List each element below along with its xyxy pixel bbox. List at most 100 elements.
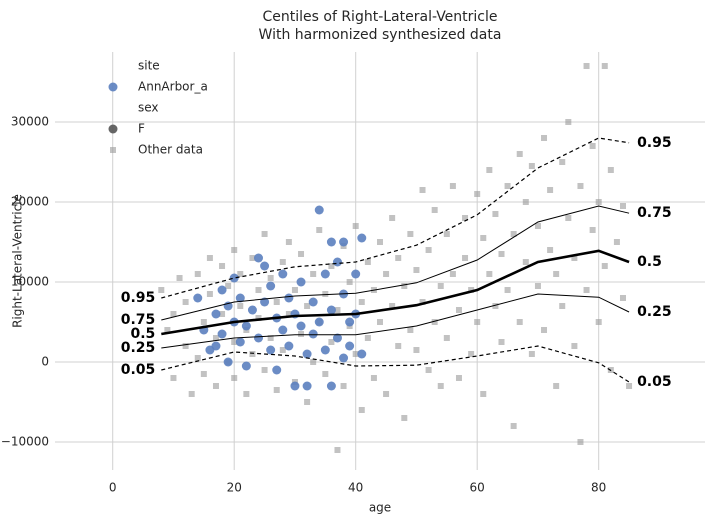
- x-tick-label: 20: [227, 481, 242, 495]
- point: [351, 269, 361, 279]
- point: [492, 211, 499, 217]
- point: [247, 305, 257, 315]
- point: [345, 317, 355, 327]
- point: [547, 187, 554, 193]
- point: [158, 287, 165, 293]
- centile-line: [161, 205, 630, 321]
- point: [340, 383, 347, 389]
- point: [547, 247, 554, 253]
- centile-label: 0.75: [637, 205, 672, 221]
- point: [231, 247, 238, 253]
- point: [559, 303, 566, 309]
- legend-label: AnnArbor_a: [138, 80, 208, 94]
- point: [443, 335, 450, 341]
- point: [291, 287, 298, 293]
- chart-title: Centiles of Right-Lateral-Ventricle: [263, 9, 498, 25]
- point: [619, 203, 626, 209]
- point: [320, 345, 330, 355]
- point: [254, 333, 264, 343]
- point: [449, 183, 456, 189]
- point: [225, 283, 232, 289]
- point: [249, 351, 256, 357]
- point: [449, 271, 456, 277]
- point: [516, 319, 523, 325]
- point: [492, 303, 499, 309]
- point: [571, 255, 578, 261]
- point: [401, 415, 408, 421]
- point: [278, 269, 288, 279]
- point: [328, 339, 335, 345]
- point: [486, 167, 493, 173]
- point: [249, 255, 256, 261]
- point: [541, 135, 548, 141]
- point: [358, 407, 365, 413]
- grid: 0 20 40 60 80 −10000 0 10000 20000 30000: [1, 52, 705, 495]
- point: [577, 439, 584, 445]
- point: [296, 277, 306, 287]
- centile-label: 0.75: [121, 312, 156, 328]
- point: [389, 303, 396, 309]
- point: [217, 329, 227, 339]
- point: [322, 291, 329, 297]
- point: [334, 447, 341, 453]
- point: [188, 391, 195, 397]
- point: [267, 335, 274, 341]
- point: [352, 223, 359, 229]
- point: [595, 199, 602, 205]
- centile-label: 0.05: [121, 362, 156, 378]
- point: [364, 335, 371, 341]
- point: [223, 357, 233, 367]
- point: [164, 327, 171, 333]
- point: [534, 283, 541, 289]
- point: [589, 143, 596, 149]
- point: [553, 271, 560, 277]
- point: [583, 63, 590, 69]
- point: [193, 293, 203, 303]
- point: [206, 291, 213, 297]
- point: [326, 305, 336, 315]
- point: [437, 283, 444, 289]
- y-axis-label: Right-Lateral-Ventricle: [11, 194, 25, 328]
- point: [413, 267, 420, 273]
- point: [308, 329, 318, 339]
- point: [229, 273, 239, 283]
- centile-label: 0.05: [637, 374, 672, 390]
- point: [498, 339, 505, 345]
- point: [170, 375, 177, 381]
- point: [284, 293, 294, 303]
- point: [345, 341, 355, 351]
- point: [332, 333, 342, 343]
- point: [577, 183, 584, 189]
- legend-header: sex: [138, 101, 159, 115]
- point: [302, 381, 312, 391]
- point: [267, 275, 274, 281]
- centile-label: 0.95: [637, 135, 672, 151]
- point: [534, 223, 541, 229]
- point: [419, 187, 426, 193]
- point: [235, 337, 245, 347]
- centile-label: 0.25: [121, 340, 156, 356]
- point: [357, 349, 367, 359]
- point: [285, 311, 292, 317]
- point: [339, 237, 349, 247]
- point: [219, 311, 226, 317]
- legend-marker: [108, 124, 118, 134]
- point: [413, 347, 420, 353]
- point: [278, 325, 288, 335]
- point: [314, 205, 324, 215]
- point: [243, 391, 250, 397]
- point: [619, 295, 626, 301]
- point: [211, 309, 221, 319]
- point: [601, 63, 608, 69]
- point: [601, 263, 608, 269]
- point: [241, 361, 251, 371]
- point: [528, 163, 535, 169]
- point: [322, 371, 329, 377]
- x-tick-label: 0: [109, 481, 117, 495]
- y-tick-label: 0: [41, 355, 49, 369]
- point: [304, 399, 311, 405]
- y-tick-label: −10000: [1, 435, 49, 449]
- point: [255, 315, 262, 321]
